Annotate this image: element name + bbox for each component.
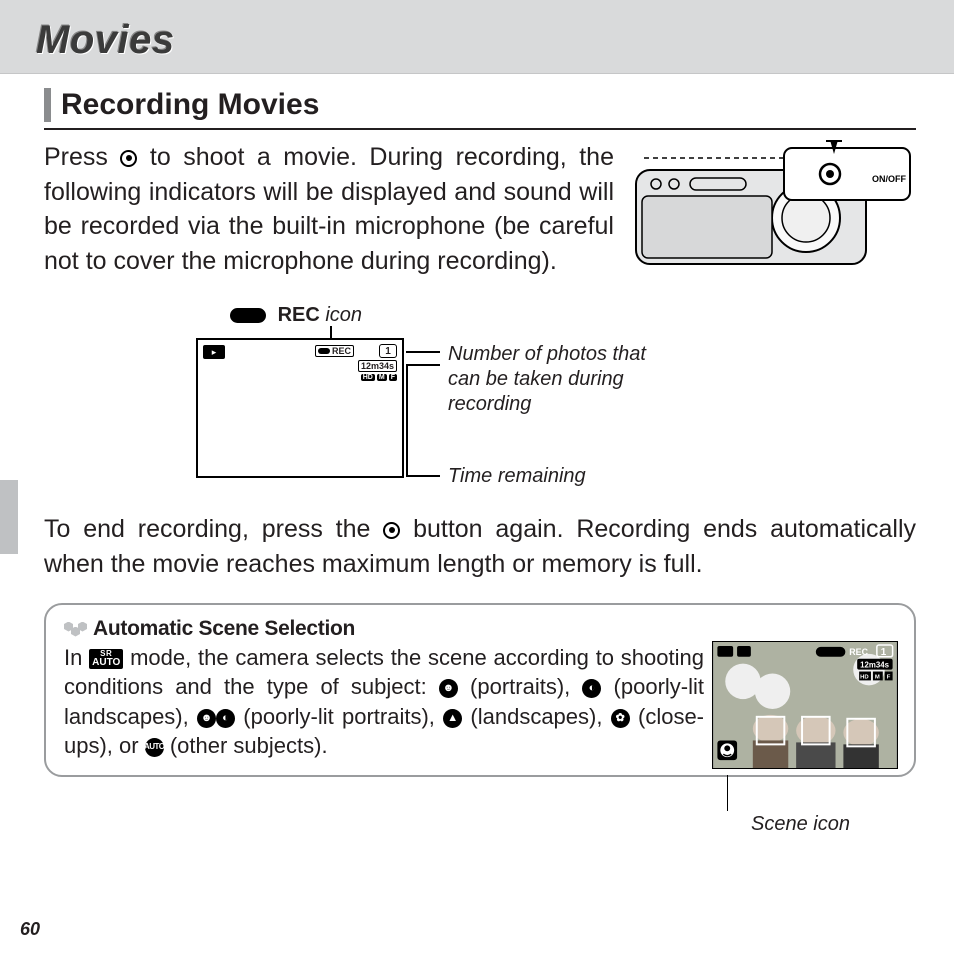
note-h: (other subjects). [170, 733, 328, 758]
leader-line-vertical [406, 364, 408, 476]
m-badge: M [377, 374, 387, 381]
portrait-icon: ☻ [439, 679, 458, 698]
leader-line-count-h [406, 351, 440, 353]
note-box: Automatic Scene Selection In SRAUTO mode… [44, 603, 916, 777]
rec-label-ital: icon [320, 304, 362, 326]
photo-count-box: 1 [379, 344, 397, 358]
lcd-screen-box: REC 1 12m34s HD M F [196, 338, 404, 478]
para2-text-a: To end recording, press the [44, 515, 383, 543]
section-heading-row: Recording Movies [44, 88, 916, 122]
svg-text:12m34s: 12m34s [860, 661, 889, 670]
rec-icon-label: REC icon [230, 304, 362, 327]
intro-text-a: Press [44, 143, 120, 171]
scene-photo-thumbnail: REC 1 12m34s HD M F [712, 641, 898, 769]
scene-leader-line [727, 775, 729, 811]
landscape-icon: ▲ [443, 709, 462, 728]
page-header: Movies [0, 0, 954, 74]
svg-text:HD: HD [860, 674, 869, 680]
record-button-icon [383, 522, 400, 539]
hd-badge: HD [361, 374, 375, 381]
macro-icon: ✿ [611, 709, 630, 728]
svg-text:M: M [875, 674, 880, 680]
note-hex-icon [64, 622, 85, 637]
time-remaining-box: 12m34s [358, 360, 397, 372]
record-button-icon [120, 150, 137, 167]
rec-badge: REC [315, 345, 354, 357]
svg-text:1: 1 [881, 647, 887, 658]
note-title-row: Automatic Scene Selection [64, 617, 896, 641]
page-number: 60 [20, 919, 40, 940]
section-title-bar [44, 88, 51, 122]
callout-time-remaining: Time remaining [448, 464, 586, 489]
note-body: In SRAUTO mode, the camera selects the s… [64, 643, 704, 761]
chapter-title: Movies [36, 18, 954, 63]
note-c: (portraits), [470, 674, 582, 699]
note-e: (poorly-lit portraits), [243, 704, 443, 729]
intro-paragraph: Press to shoot a movie. During recording… [44, 140, 614, 278]
svg-text:ON/OFF: ON/OFF [872, 174, 906, 184]
auto-icon: AUTO [145, 738, 164, 757]
note-a: In [64, 645, 89, 670]
note-f: (landscapes), [470, 704, 610, 729]
end-recording-paragraph: To end recording, press the button again… [44, 512, 916, 581]
night-icon: ◐ [216, 709, 235, 728]
scene-icon-caption: Scene icon [751, 813, 850, 836]
leader-line-time-h1 [406, 364, 440, 366]
note-b: mode, the camera selects the scene accor… [64, 645, 704, 699]
page-side-tab [0, 480, 18, 554]
camera-illustration: ON/OFF [634, 140, 916, 268]
movie-mode-icon [203, 345, 225, 359]
page-content: Recording Movies Press to shoot a movie.… [0, 74, 954, 777]
sr-auto-icon: SRAUTO [89, 649, 123, 669]
f-badge: F [389, 374, 397, 381]
screen-diagram: REC icon REC 1 12m34s HD M F Number of p… [44, 306, 916, 488]
portrait-icon: ☻ [197, 709, 216, 728]
note-title: Automatic Scene Selection [93, 617, 355, 641]
rec-pill-icon [230, 308, 266, 323]
section-underline [44, 128, 916, 130]
callout-photo-count: Number of photos that can be taken durin… [448, 342, 678, 417]
section-title: Recording Movies [61, 88, 319, 122]
svg-text:F: F [887, 674, 891, 680]
rec-label-bold: REC [278, 304, 320, 326]
leader-line-time-h2 [406, 475, 440, 477]
svg-text:REC: REC [849, 647, 868, 657]
night-icon: ◐ [582, 679, 601, 698]
quality-badges: HD M F [361, 374, 397, 381]
